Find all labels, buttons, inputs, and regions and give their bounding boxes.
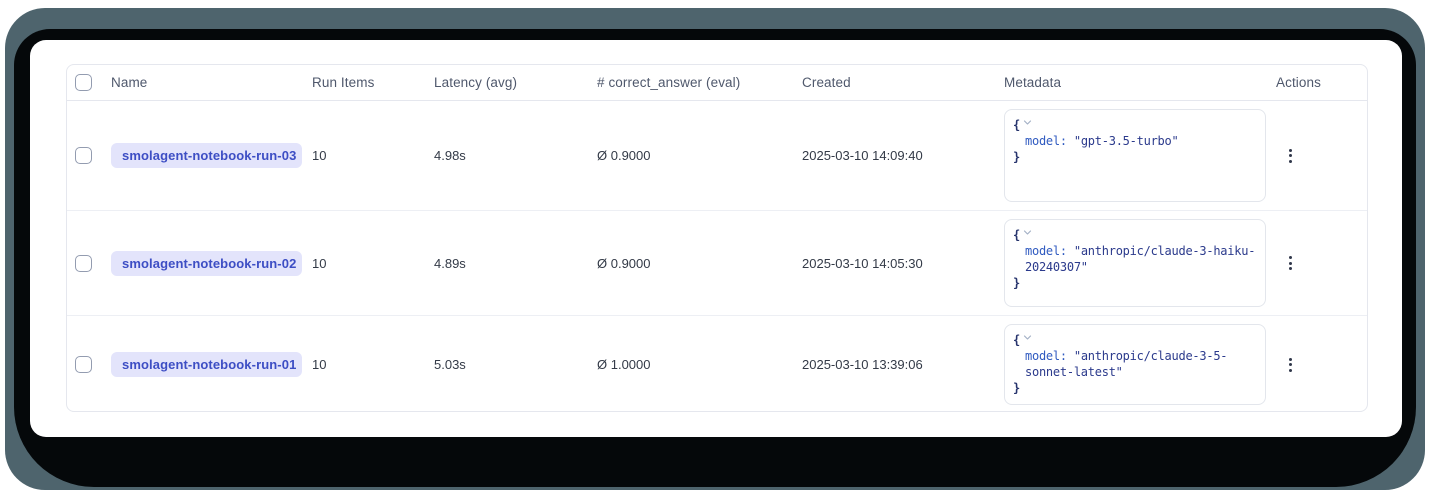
column-header-name: Name xyxy=(111,75,148,90)
json-close-line: } xyxy=(1013,150,1020,164)
metadata-cell: { model: "anthropic/claude-3-5-sonnet-la… xyxy=(1004,316,1276,411)
run-items-cell: 10 xyxy=(312,255,327,271)
column-header-latency: Latency (avg) xyxy=(434,75,518,90)
table-row: smolagent-notebook-run-03 10 4.98s Ø 0.9… xyxy=(67,101,1367,211)
json-close-line: } xyxy=(1013,276,1020,290)
metadata-json-viewer[interactable]: { model: "gpt-3.5-turbo" } xyxy=(1004,109,1266,202)
run-name-badge[interactable]: smolagent-notebook-run-02 xyxy=(111,250,302,276)
column-header-actions: Actions xyxy=(1276,75,1321,90)
table-row: smolagent-notebook-run-01 10 5.03s Ø 1.0… xyxy=(67,316,1367,411)
json-model-line: model: "anthropic/claude-3-haiku-2024030… xyxy=(1025,244,1256,274)
row-select-cell xyxy=(67,356,111,373)
json-close-line: } xyxy=(1013,381,1020,395)
run-name-cell: smolagent-notebook-run-03 xyxy=(111,143,312,168)
chevron-down-icon[interactable] xyxy=(1022,226,1033,242)
json-model-line: model: "anthropic/claude-3-5-sonnet-late… xyxy=(1025,349,1228,379)
correct-answer-cell: Ø 0.9000 xyxy=(597,255,651,271)
created-cell: 2025-03-10 14:09:40 xyxy=(802,148,923,163)
select-all-cell xyxy=(67,74,111,91)
row-checkbox[interactable] xyxy=(75,147,92,164)
run-items-cell: 10 xyxy=(312,148,327,163)
latency-cell: 4.89s xyxy=(434,255,466,271)
kebab-menu-icon[interactable] xyxy=(1284,144,1297,168)
json-open-line: { xyxy=(1013,226,1259,243)
kebab-menu-icon[interactable] xyxy=(1284,353,1297,377)
run-name-cell: smolagent-notebook-run-02 xyxy=(111,250,312,276)
json-open-line: { xyxy=(1013,116,1259,133)
column-header-created: Created xyxy=(802,75,851,90)
run-name-badge[interactable]: smolagent-notebook-run-03 xyxy=(111,143,302,168)
row-checkbox[interactable] xyxy=(75,356,92,373)
latency-cell: 4.98s xyxy=(434,148,466,163)
kebab-menu-icon[interactable] xyxy=(1284,251,1297,275)
metadata-json-viewer[interactable]: { model: "anthropic/claude-3-haiku-20240… xyxy=(1004,219,1266,307)
actions-cell xyxy=(1276,353,1367,377)
run-name-badge[interactable]: smolagent-notebook-run-01 xyxy=(111,352,302,377)
table-row: smolagent-notebook-run-02 10 4.89s Ø 0.9… xyxy=(67,211,1367,316)
run-name-cell: smolagent-notebook-run-01 xyxy=(111,352,312,377)
json-open-line: { xyxy=(1013,331,1259,348)
select-all-checkbox[interactable] xyxy=(75,74,92,91)
column-header-metadata: Metadata xyxy=(1004,75,1062,90)
metadata-cell: { model: "gpt-3.5-turbo" } xyxy=(1004,101,1276,210)
row-checkbox[interactable] xyxy=(75,254,92,272)
row-select-cell xyxy=(67,147,111,164)
json-model-line: model: "gpt-3.5-turbo" xyxy=(1025,134,1179,148)
chevron-down-icon[interactable] xyxy=(1022,116,1033,132)
column-header-correct-answer: # correct_answer (eval) xyxy=(597,75,741,90)
dataset-runs-table: Name Run Items Latency (avg) # correct_a… xyxy=(66,64,1368,412)
metadata-cell: { model: "anthropic/claude-3-haiku-20240… xyxy=(1004,211,1276,315)
actions-cell xyxy=(1276,251,1367,275)
actions-cell xyxy=(1276,144,1367,168)
table-body: smolagent-notebook-run-03 10 4.98s Ø 0.9… xyxy=(67,101,1367,411)
chevron-down-icon[interactable] xyxy=(1022,331,1033,347)
column-header-run-items: Run Items xyxy=(312,75,375,90)
run-items-cell: 10 xyxy=(312,357,327,372)
latency-cell: 5.03s xyxy=(434,357,466,372)
metadata-json-viewer[interactable]: { model: "anthropic/claude-3-5-sonnet-la… xyxy=(1004,324,1266,405)
created-cell: 2025-03-10 13:39:06 xyxy=(802,357,923,372)
table-header-row: Name Run Items Latency (avg) # correct_a… xyxy=(67,65,1367,101)
row-select-cell xyxy=(67,254,111,272)
runs-table-card: Name Run Items Latency (avg) # correct_a… xyxy=(30,40,1402,437)
created-cell: 2025-03-10 14:05:30 xyxy=(802,255,923,271)
correct-answer-cell: Ø 1.0000 xyxy=(597,357,651,372)
correct-answer-cell: Ø 0.9000 xyxy=(597,148,651,163)
